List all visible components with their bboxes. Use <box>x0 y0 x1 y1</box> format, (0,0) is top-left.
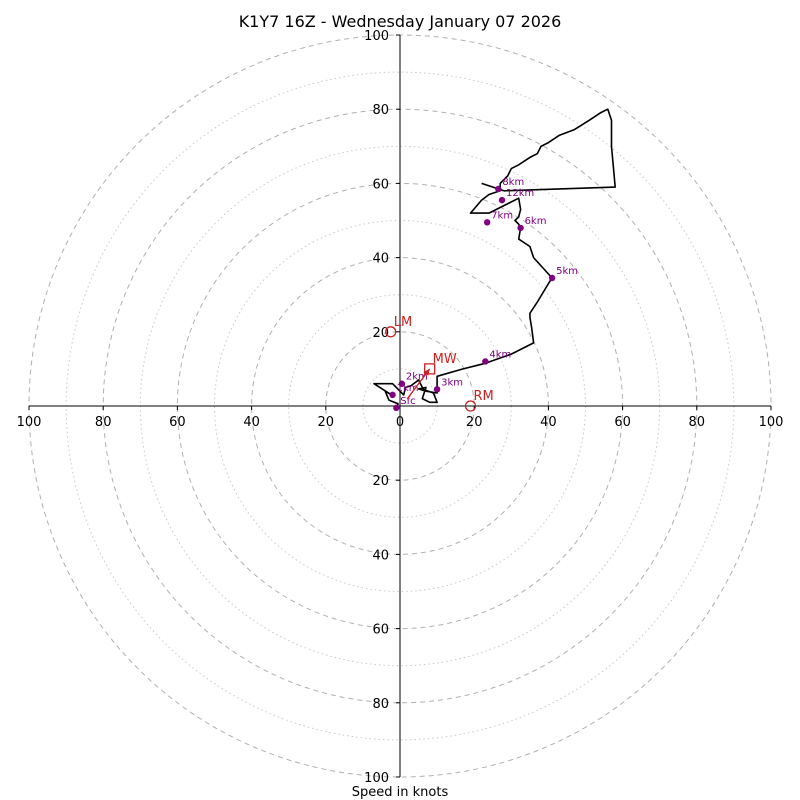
x-tick-label: 100 <box>759 415 784 430</box>
x-tick-label: 20 <box>466 415 483 430</box>
height-label-Sfc: Sfc <box>400 396 415 407</box>
height-point-1km <box>389 391 396 399</box>
storm-motion-label-MW: MW <box>433 352 457 367</box>
y-tick-label: 60 <box>372 623 389 638</box>
height-label-4km: 4km <box>489 349 511 360</box>
height-point-8km <box>495 185 502 193</box>
height-point-12km <box>498 196 506 204</box>
storm-motion-LM <box>385 326 397 338</box>
x-tick-label: 80 <box>689 415 706 430</box>
height-label-1km: 1km <box>397 383 419 394</box>
x-tick-label: 100 <box>17 415 42 430</box>
height-label-3km: 3km <box>441 377 463 388</box>
height-label-12km: 12km <box>506 188 534 199</box>
y-tick-label: 20 <box>372 474 389 489</box>
x-tick-label: 0 <box>396 415 404 430</box>
height-label-7km: 7km <box>491 210 513 221</box>
height-point-7km <box>483 219 491 226</box>
height-point-5km <box>548 274 556 282</box>
y-tick-label: 40 <box>372 252 389 267</box>
height-label-5km: 5km <box>556 266 578 277</box>
height-point-4km <box>482 358 489 365</box>
y-tick-label: 20 <box>372 326 389 341</box>
y-tick-label: 60 <box>372 177 389 192</box>
x-tick-label: 60 <box>169 415 186 430</box>
height-label-8km: 8km <box>502 177 524 188</box>
y-tick-label: 100 <box>364 29 389 44</box>
storm-motion-MW <box>424 363 436 375</box>
y-tick-label: 100 <box>364 771 389 786</box>
storm-motion-RM <box>464 400 477 412</box>
height-label-6km: 6km <box>525 216 547 227</box>
storm-motion-markers: LM RM MW <box>385 315 494 412</box>
x-tick-label: 40 <box>540 415 557 430</box>
x-tick-label: 60 <box>614 415 631 430</box>
x-tick-label: 80 <box>95 415 112 430</box>
height-label-2km: 2km <box>406 372 428 383</box>
storm-motion-label-LM: LM <box>394 315 412 330</box>
hodograph-line <box>373 108 617 409</box>
hodograph-trace <box>373 108 617 409</box>
storm-motion-label-RM: RM <box>473 389 493 404</box>
height-point-3km <box>433 386 441 393</box>
y-tick-label: 80 <box>372 697 389 712</box>
y-tick-label: 80 <box>372 103 389 118</box>
tick-labels: 100 80 60 40 20 0 20 40 60 80 100 100 80 60 40 20 20 40 60… <box>17 29 784 786</box>
height-point-6km <box>517 224 524 232</box>
x-tick-label: 20 <box>318 415 335 430</box>
height-point-2km <box>398 380 406 387</box>
height-point-Sfc <box>393 404 400 412</box>
y-tick-label: 40 <box>372 548 389 563</box>
x-tick-label: 40 <box>243 415 260 430</box>
chart-title: K1Y7 16Z - Wednesday January 07 2026 <box>239 12 562 31</box>
x-axis-label: Speed in knots <box>352 785 449 800</box>
